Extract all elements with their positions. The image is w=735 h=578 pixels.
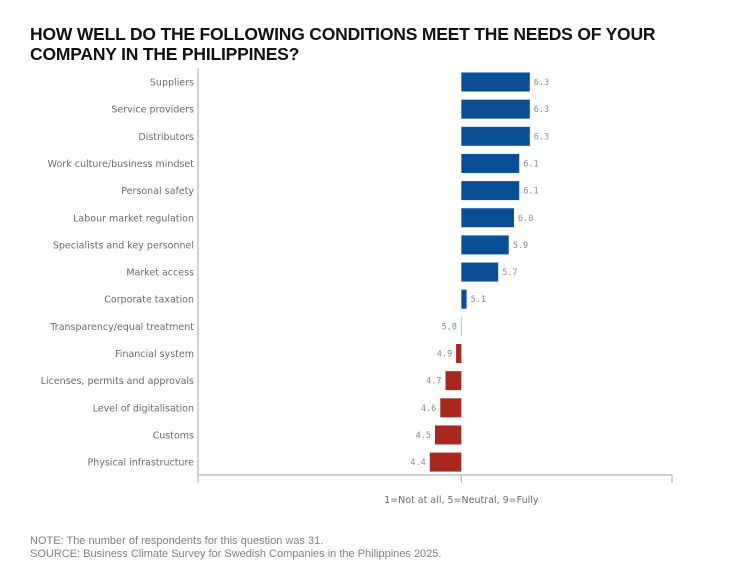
bar-row: Specialists and key personnel 5.9	[53, 235, 528, 255]
category-label: Corporate taxation	[104, 295, 194, 306]
bar-row: Level of digitalisation 4.6	[93, 398, 462, 418]
category-label: Work culture/business mindset	[48, 159, 195, 170]
value-label: 4.5	[416, 431, 431, 441]
bar-row: Physical infrastructure 4.4	[87, 452, 462, 472]
value-label: 6.1	[523, 187, 538, 197]
bar	[461, 262, 499, 282]
category-label: Customs	[153, 430, 194, 441]
bar	[461, 72, 530, 92]
bar-row: Licenses, permits and approvals 4.7	[41, 371, 462, 391]
footnote-note: NOTE: The number of respondents for this…	[30, 535, 324, 547]
value-label: 5.9	[513, 241, 528, 251]
bar	[461, 126, 530, 146]
bar-row: Distributors 6.3	[138, 126, 549, 146]
bar-row: Service providers 6.3	[111, 99, 549, 119]
category-label: Transparency/equal treatment	[49, 322, 194, 333]
value-label: 6.3	[534, 105, 549, 115]
value-label: 5.0	[441, 322, 456, 332]
bar	[461, 289, 467, 309]
category-label: Specialists and key personnel	[53, 240, 194, 251]
bar	[456, 344, 462, 363]
value-label: 4.7	[426, 377, 441, 387]
chart-title: HOW WELL DO THE FOLLOWING CONDITIONS MEE…	[30, 24, 656, 64]
axes-layer	[197, 68, 673, 483]
bar-row: Financial system 4.9	[115, 344, 462, 363]
bar	[429, 452, 462, 472]
x-axis-title: 1=Not at all, 5=Neutral, 9=Fully	[384, 495, 539, 506]
bar	[461, 153, 520, 173]
value-label: 6.3	[534, 132, 549, 142]
category-label: Service providers	[111, 105, 194, 116]
bar-row: Suppliers 6.3	[150, 72, 549, 92]
bar-row: Work culture/business mindset 6.1	[48, 153, 539, 173]
category-label: Market access	[126, 268, 194, 279]
category-label: Distributors	[138, 132, 194, 143]
value-label: 4.4	[410, 458, 425, 468]
bar-row: Transparency/equal treatment 5.0	[49, 316, 462, 336]
bar	[435, 425, 462, 445]
bar	[445, 371, 462, 391]
value-label: 4.6	[421, 404, 436, 414]
bar-row: Personal safety 6.1	[121, 181, 539, 201]
bar-row: Labour market regulation 6.0	[73, 208, 533, 228]
value-label: 6.1	[523, 159, 538, 169]
bar	[461, 181, 520, 201]
value-label: 6.0	[518, 214, 533, 224]
category-label: Personal safety	[121, 186, 194, 197]
bar	[461, 99, 530, 119]
bar	[460, 316, 462, 336]
category-label: Financial system	[115, 349, 194, 360]
bar	[440, 398, 462, 418]
category-label: Level of digitalisation	[93, 403, 194, 414]
value-label: 6.3	[534, 78, 549, 88]
value-label: 5.7	[502, 268, 517, 278]
value-label: 5.1	[471, 295, 486, 305]
bar	[461, 235, 509, 255]
bar	[461, 208, 514, 228]
category-label: Suppliers	[150, 78, 194, 89]
value-label: 4.9	[437, 350, 452, 360]
bar-row: Customs 4.5	[153, 425, 462, 445]
category-label: Physical infrastructure	[87, 458, 194, 469]
bar-row: Market access 5.7	[126, 262, 518, 282]
category-label: Labour market regulation	[73, 213, 194, 224]
footnote-source: SOURCE: Business Climate Survey for Swed…	[30, 548, 442, 560]
category-label: Licenses, permits and approvals	[41, 376, 194, 387]
bar-row: Corporate taxation 5.1	[104, 289, 486, 309]
